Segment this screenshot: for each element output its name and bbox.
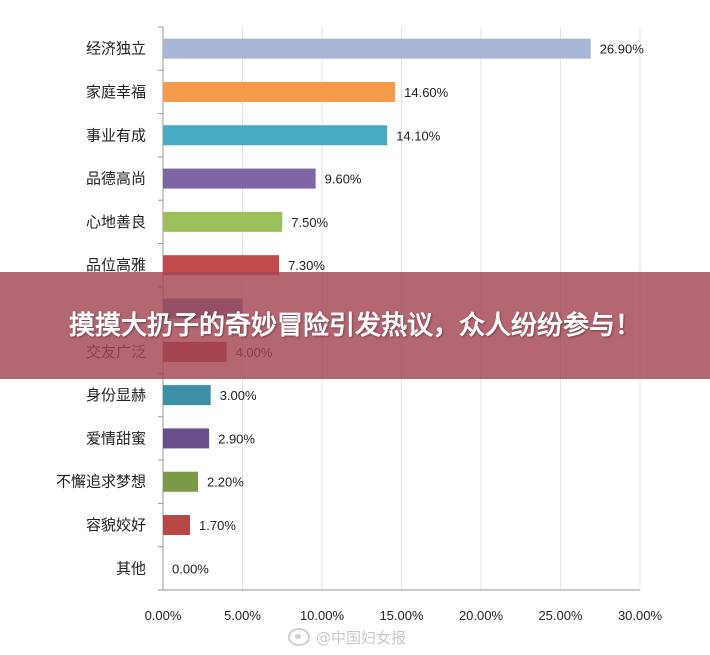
data-label: 14.60% xyxy=(404,85,449,100)
data-label: 2.20% xyxy=(207,475,244,490)
watermark: @中国妇女报 xyxy=(288,624,406,650)
x-tick-label: 20.00% xyxy=(459,608,504,623)
category-label: 品位高雅 xyxy=(86,256,146,274)
category-label: 容貌姣好 xyxy=(86,516,146,534)
x-tick-label: 25.00% xyxy=(538,608,583,623)
bar xyxy=(163,385,211,406)
data-label: 7.30% xyxy=(288,258,325,273)
bar xyxy=(163,38,591,59)
category-label: 其他 xyxy=(116,559,146,577)
data-label: 26.90% xyxy=(600,42,645,57)
bars xyxy=(163,38,591,536)
bar xyxy=(163,125,388,146)
data-label: 3.00% xyxy=(220,388,257,403)
category-label: 家庭幸福 xyxy=(86,83,146,101)
x-tick-label: 0.00% xyxy=(145,608,182,623)
category-label: 不懈追求梦想 xyxy=(56,473,146,491)
category-label: 事业有成 xyxy=(86,126,146,144)
category-label: 心地善良 xyxy=(86,213,146,231)
x-tick-label: 10.00% xyxy=(300,608,345,623)
bar xyxy=(163,428,210,449)
bar xyxy=(163,255,280,276)
headline-text: 摸摸大扔子的奇妙冒险引发热议，众人纷纷参与！ xyxy=(68,310,641,341)
category-label: 品德高尚 xyxy=(86,170,146,188)
headline-banner: 摸摸大扔子的奇妙冒险引发热议，众人纷纷参与！ xyxy=(0,272,710,379)
data-label: 2.90% xyxy=(218,431,255,446)
weibo-icon xyxy=(288,628,310,646)
category-label: 爱情甜蜜 xyxy=(86,429,146,447)
data-label: 7.50% xyxy=(291,215,328,230)
category-label: 身份显赫 xyxy=(86,386,146,404)
data-label: 14.10% xyxy=(396,128,441,143)
category-label: 经济独立 xyxy=(86,40,146,58)
data-label: 1.70% xyxy=(199,518,236,533)
bar xyxy=(163,211,283,232)
data-label: 9.60% xyxy=(325,172,362,187)
data-label: 0.00% xyxy=(172,561,209,576)
bar xyxy=(163,515,191,536)
bar xyxy=(163,168,316,189)
watermark-text: @中国妇女报 xyxy=(316,628,407,647)
x-tick-label: 5.00% xyxy=(224,608,261,623)
x-tick-label: 30.00% xyxy=(618,608,663,623)
x-tick-label: 15.00% xyxy=(379,608,424,623)
bar xyxy=(163,471,198,492)
bar xyxy=(163,81,396,102)
